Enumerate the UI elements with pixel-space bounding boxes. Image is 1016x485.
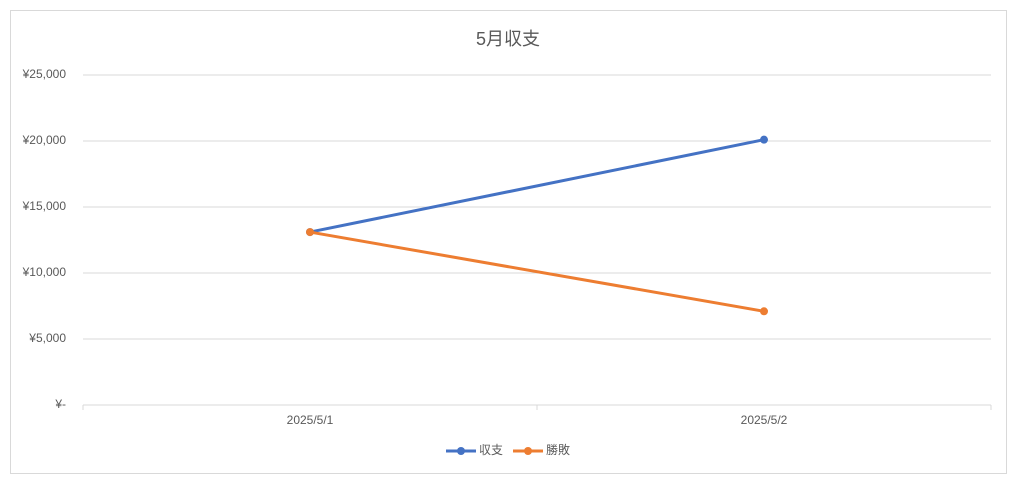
legend-marker xyxy=(457,447,465,455)
legend-marker xyxy=(524,447,533,455)
y-tick-label: ¥- xyxy=(54,397,66,411)
legend-label: 勝敗 xyxy=(546,442,570,457)
y-tick-label: ¥10,000 xyxy=(22,265,67,279)
series-line xyxy=(308,138,766,234)
y-tick-label: ¥20,000 xyxy=(22,133,67,147)
y-tick-label: ¥25,000 xyxy=(22,67,67,81)
legend-label: 収支 xyxy=(479,443,503,457)
x-tick-label: 2025/5/1 xyxy=(287,413,334,427)
y-tick-label: ¥15,000 xyxy=(22,199,67,213)
point-marker xyxy=(306,228,314,237)
chart-border xyxy=(10,10,1007,474)
chart-title: 5月収支 xyxy=(476,29,540,49)
y-tick-label: ¥5,000 xyxy=(28,331,66,345)
point-marker xyxy=(760,135,768,144)
x-tick-label: 2025/5/2 xyxy=(741,413,788,427)
series-line xyxy=(308,230,766,313)
point-marker xyxy=(760,307,768,316)
